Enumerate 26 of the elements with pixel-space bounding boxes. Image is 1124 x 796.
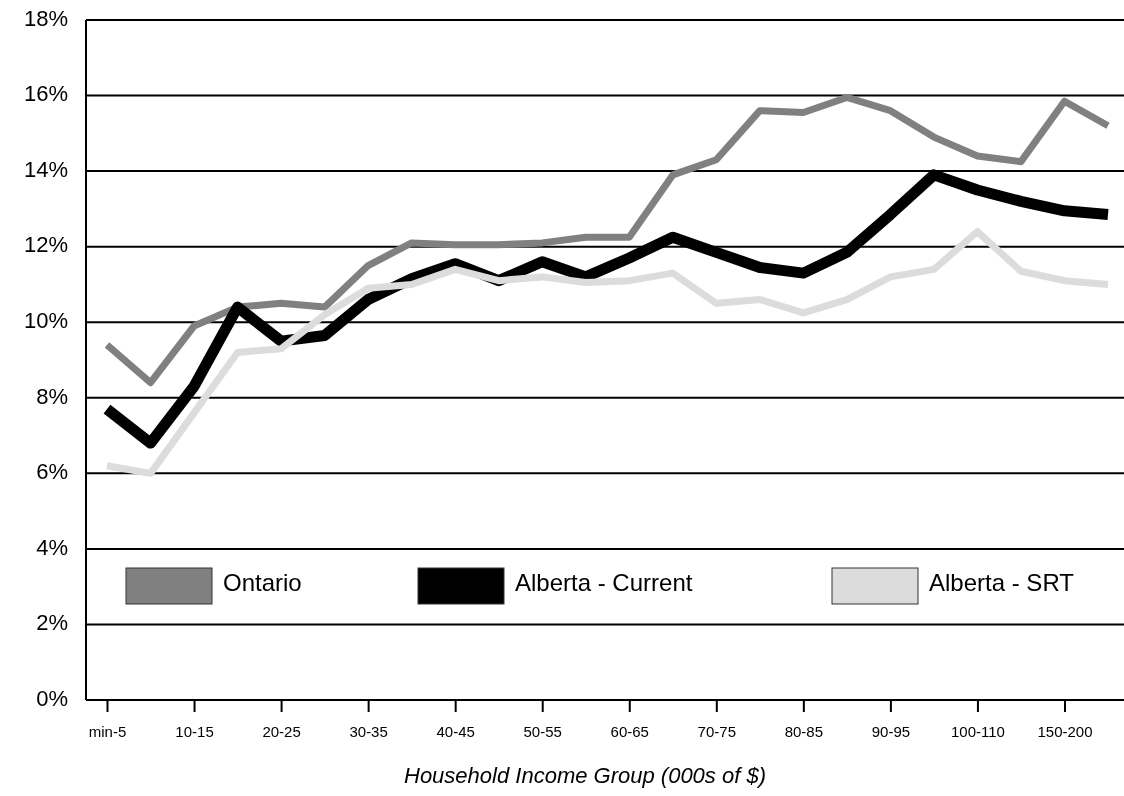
- x-tick-label: 90-95: [871, 722, 911, 740]
- y-tick-label: 6%: [36, 459, 68, 485]
- y-tick-label: 18%: [23, 5, 68, 31]
- x-tick-label: 10-15: [175, 722, 214, 740]
- legend-label: Alberta - SRT: [929, 569, 1075, 597]
- y-tick-label: 8%: [36, 383, 68, 409]
- y-tick-label: 14%: [23, 156, 68, 182]
- x-tick-label: 30-35: [349, 722, 388, 740]
- legend-label: Alberta - Current: [515, 569, 693, 597]
- x-tick-label: 150-200: [1037, 722, 1093, 740]
- y-tick-label: 0%: [36, 685, 68, 711]
- legend-label: Ontario: [223, 569, 302, 597]
- x-tick-label: min-5: [88, 722, 127, 740]
- y-tick-label: 16%: [23, 81, 68, 107]
- y-tick-label: 10%: [23, 308, 68, 334]
- x-tick-label: 50-55: [523, 722, 562, 740]
- x-axis-title: Household Income Group (000s of $): [404, 763, 766, 788]
- y-tick-label: 12%: [23, 232, 68, 258]
- x-tick-label: 100-110: [950, 722, 1005, 740]
- x-tick-label: 40-45: [436, 722, 475, 740]
- y-tick-label: 4%: [36, 534, 68, 560]
- x-tick-label: 20-25: [262, 722, 301, 740]
- x-tick-label: 80-85: [784, 722, 824, 740]
- x-tick-label: 60-65: [610, 722, 649, 740]
- y-tick-label: 2%: [36, 610, 68, 636]
- x-tick-label: 70-75: [697, 722, 736, 740]
